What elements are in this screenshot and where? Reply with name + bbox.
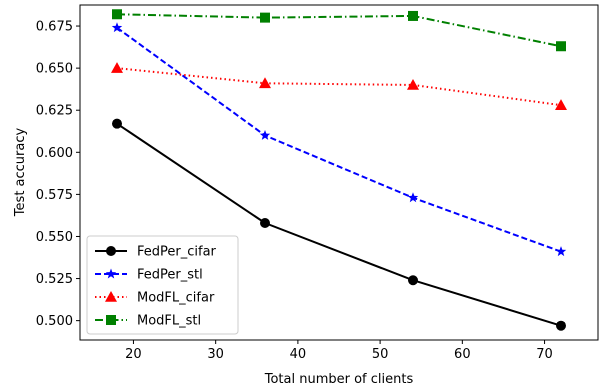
data-point: [111, 22, 123, 33]
data-point: [112, 9, 122, 20]
y-axis-label: Test accuracy: [13, 128, 28, 218]
legend-label: FedPer_cifar: [137, 245, 217, 260]
x-tick-label: 20: [125, 347, 142, 362]
y-tick-label: 0.550: [36, 230, 73, 245]
data-point: [260, 218, 270, 229]
legend-label: FedPer_stl: [137, 268, 203, 283]
legend-item: FedPer_cifar: [95, 245, 217, 260]
legend-box: [86, 235, 239, 335]
x-tick-label: 50: [372, 347, 389, 362]
data-point: [555, 99, 567, 110]
series-modfl-cifar: [111, 62, 567, 110]
data-point: [407, 78, 419, 90]
legend-marker: [105, 268, 117, 279]
series-fedper-stl: [111, 22, 567, 257]
legend-item: ModFL_stl: [95, 314, 201, 329]
series-line: [116, 26, 562, 253]
x-tick-label: 60: [454, 347, 471, 362]
data-point: [112, 118, 122, 129]
data-point: [556, 41, 566, 52]
y-tick-label: 0.525: [36, 272, 73, 287]
y-tick-label: 0.575: [36, 188, 73, 203]
series-fedper-cifar: [112, 118, 566, 331]
y-tick-label: 0.625: [36, 104, 73, 119]
legend-marker: [106, 246, 116, 256]
y-tick-label: 0.600: [36, 146, 73, 161]
x-tick-label: 70: [536, 347, 553, 362]
series-layer: [111, 9, 567, 331]
legend-item: FedPer_stl: [95, 268, 203, 283]
legend-item: ModFL_cifar: [95, 291, 215, 306]
legend: FedPer_cifar FedPer_stl ModFL_cifar ModFL_s…: [86, 235, 239, 335]
data-point: [556, 320, 566, 331]
data-point: [260, 12, 270, 23]
legend-marker: [105, 291, 117, 302]
x-axis-label: Total number of clients: [264, 372, 414, 387]
data-point: [408, 275, 418, 286]
x-tick-label: 30: [207, 347, 224, 362]
data-point: [259, 77, 271, 89]
legend-label: ModFL_cifar: [137, 291, 215, 306]
x-tick-label: 40: [290, 347, 307, 362]
data-point: [407, 192, 419, 203]
legend-label: ModFL_stl: [137, 314, 201, 329]
x-axis: 20 30 40 50 60 70: [125, 340, 553, 362]
data-point: [408, 10, 418, 21]
y-tick-label: 0.500: [36, 314, 73, 329]
data-point: [555, 246, 567, 257]
series-line: [116, 13, 562, 48]
legend-marker: [106, 315, 116, 325]
y-axis: 0.500 0.525 0.550 0.575 0.600 0.625 0.650 0.675: [36, 20, 80, 329]
series-line: [116, 122, 562, 327]
data-point: [259, 129, 271, 140]
series-modfl-stl: [112, 9, 566, 52]
y-tick-label: 0.650: [36, 62, 73, 77]
y-tick-label: 0.675: [36, 20, 73, 35]
data-point: [111, 62, 123, 73]
